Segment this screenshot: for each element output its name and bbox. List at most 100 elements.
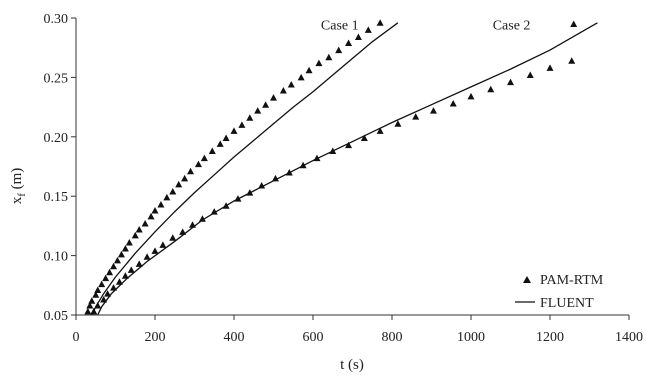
pam-rtm-marker-case-2 [198,215,206,222]
pam-rtm-marker-case-2 [507,78,514,86]
pam-rtm-marker-case-2 [467,92,475,100]
x-tick-label: 400 [224,330,245,345]
pam-rtm-marker-case-1 [354,33,362,41]
x-tick-label: 200 [145,330,166,345]
y-tick-label: 0.15 [44,190,69,205]
y-tick-label: 0.20 [44,131,69,146]
pam-rtm-marker-case-1 [279,86,287,94]
y-tick-label: 0.10 [44,250,69,265]
x-tick-label: 1200 [536,330,564,345]
annotation-case-2: Case 2 [493,18,531,33]
pam-rtm-marker-case-2 [115,278,123,285]
y-tick-label: 0.25 [44,71,69,86]
pam-rtm-marker-case-1 [147,212,155,220]
pam-rtm-marker-case-1 [262,101,270,108]
pam-rtm-marker-case-2 [127,266,135,273]
pam-rtm-marker-case-1 [141,220,149,227]
pam-rtm-marker-case-2 [189,221,197,228]
y-axis-title-sub: f [16,193,28,197]
pam-rtm-marker-case-1 [208,147,216,155]
pam-rtm-marker-case-1 [151,206,159,214]
x-tick-label: 800 [382,330,403,345]
pam-rtm-marker-case-1 [238,121,246,128]
pam-rtm-marker-case-2 [121,272,129,279]
pam-rtm-marker-case-1 [230,127,238,134]
pam-rtm-marker-case-1 [94,286,102,294]
fluent-line-case-2 [97,22,598,316]
pam-rtm-marker-case-1 [270,94,277,101]
pam-rtm-marker-case-2 [546,64,554,71]
y-tick-label: 0.30 [44,12,69,27]
pam-rtm-marker-case-2 [376,127,384,134]
plot-area [84,19,598,316]
pam-rtm-marker-case-1 [92,291,100,298]
pam-rtm-marker-case-1 [169,187,177,195]
pam-rtm-marker-case-2 [394,120,402,127]
annotation-case-1: Case 1 [321,18,359,33]
pam-rtm-marker-case-2 [345,141,353,149]
pam-rtm-marker-case-1 [216,140,224,147]
pam-rtm-marker-case-1 [305,66,313,74]
x-axis-title: t (s) [340,357,364,373]
pam-rtm-marker-case-2 [159,241,167,248]
pam-rtm-marker-case-2 [487,85,495,93]
pam-rtm-marker-case-1 [175,180,183,188]
x-tick-label: 1400 [615,330,643,345]
legend-label-pam-rtm: PAM-RTM [540,273,604,288]
pam-rtm-marker-case-1 [84,307,92,315]
pam-rtm-marker-case-1 [335,46,343,54]
pam-rtm-marker-case-2 [568,57,576,64]
pam-rtm-marker-case-2 [210,208,218,215]
pam-rtm-marker-case-1 [135,225,143,233]
pam-rtm-marker-case-2 [570,20,578,27]
pam-rtm-marker-case-2 [143,253,151,260]
y-tick-label: 0.05 [44,309,69,324]
pam-rtm-marker-case-1 [163,193,171,201]
pam-rtm-marker-case-1 [117,250,125,258]
pam-rtm-marker-case-1 [102,274,110,282]
pam-rtm-marker-case-1 [297,73,305,81]
pam-rtm-marker-case-2 [258,182,266,189]
pam-rtm-marker-case-2 [135,260,143,267]
pam-rtm-marker-case-1 [345,39,353,46]
legend: PAM-RTM FLUENT [515,273,604,311]
pam-rtm-marker-case-1 [157,201,165,208]
legend-triangle-marker [523,276,531,283]
pam-rtm-marker-case-1 [254,107,262,114]
pam-rtm-marker-case-2 [104,290,112,297]
y-axis-title: xf (m) [9,168,28,205]
pam-rtm-marker-case-1 [364,26,372,33]
pam-rtm-marker-case-1 [222,134,230,141]
pam-rtm-marker-case-2 [360,134,368,141]
pam-rtm-marker-case-2 [412,113,420,120]
pam-rtm-marker-case-2 [169,234,177,241]
x-tick-label: 1000 [457,330,485,345]
pam-rtm-marker-case-1 [325,53,333,61]
pam-rtm-marker-case-2 [449,100,457,107]
pam-rtm-marker-case-1 [88,297,96,304]
pam-rtm-marker-case-1 [98,280,106,288]
fluent-line-case-1 [91,22,399,316]
pam-rtm-marker-case-1 [181,174,189,182]
y-axis: 0.05 0.10 0.15 0.20 0.25 0.30 [44,12,77,324]
pam-rtm-marker-case-1 [121,244,129,252]
pam-rtm-marker-case-1 [200,154,208,162]
pam-rtm-marker-case-1 [113,256,121,264]
pam-rtm-marker-case-2 [151,247,159,254]
x-axis: 0 200 400 600 800 1000 1200 1400 [73,314,643,345]
pam-rtm-marker-case-1 [86,301,94,309]
pam-rtm-marker-case-1 [106,268,114,276]
pam-rtm-marker-case-1 [110,262,118,270]
x-tick-label: 600 [303,330,324,345]
case-annotations: Case 1 Case 2 [321,18,531,33]
pam-rtm-marker-case-1 [246,114,254,121]
pam-rtm-marker-case-1 [131,231,139,239]
pam-rtm-marker-case-1 [125,239,133,246]
y-axis-title-unit: (m) [9,168,25,193]
pam-rtm-marker-case-1 [287,81,295,88]
pam-rtm-marker-case-1 [187,167,195,175]
pam-rtm-marker-case-1 [194,160,202,168]
x-tick-label: 0 [73,330,80,345]
legend-label-fluent: FLUENT [540,296,594,311]
